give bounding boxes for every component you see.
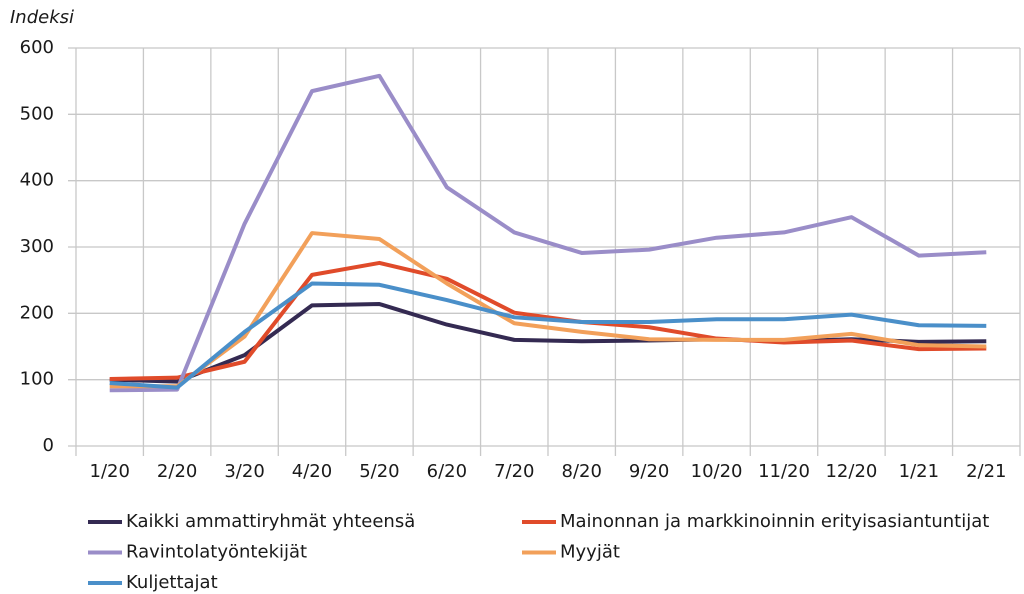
x-tick-label: 2/21 xyxy=(966,461,1006,482)
x-tick-label: 6/20 xyxy=(427,461,467,482)
legend-label: Ravintolatyöntekijät xyxy=(126,542,307,563)
x-tick-label: 1/21 xyxy=(899,461,939,482)
x-tick-label: 8/20 xyxy=(562,461,602,482)
legend-label: Kaikki ammattiryhmät yhteensä xyxy=(126,511,415,532)
legend-label: Mainonnan ja markkinoinnin erityisasiant… xyxy=(560,511,989,532)
y-tick-label: 100 xyxy=(20,369,54,390)
x-tick-label: 9/20 xyxy=(629,461,669,482)
y-tick-label: 400 xyxy=(20,170,54,191)
x-tick-label: 10/20 xyxy=(691,461,743,482)
y-tick-label: 200 xyxy=(20,302,54,323)
legend-label: Myyjät xyxy=(560,542,620,563)
y-tick-label: 0 xyxy=(43,435,54,456)
x-tick-label: 3/20 xyxy=(224,461,264,482)
y-tick-label: 500 xyxy=(20,103,54,124)
series-line xyxy=(109,281,987,390)
y-tick-label: 600 xyxy=(20,37,54,58)
x-tick-label: 12/20 xyxy=(825,461,877,482)
legend-label: Kuljettajat xyxy=(126,572,218,593)
series-line xyxy=(109,260,987,382)
x-tick-label: 4/20 xyxy=(292,461,332,482)
x-tick-label: 7/20 xyxy=(494,461,534,482)
x-tick-label: 2/20 xyxy=(157,461,197,482)
y-tick-label: 300 xyxy=(20,236,54,257)
x-tick-label: 11/20 xyxy=(758,461,810,482)
series-line xyxy=(109,231,987,389)
series-line xyxy=(109,73,987,393)
x-tick-label: 5/20 xyxy=(359,461,399,482)
y-axis-label: Indeksi xyxy=(10,7,74,28)
x-tick-label: 1/20 xyxy=(90,461,130,482)
